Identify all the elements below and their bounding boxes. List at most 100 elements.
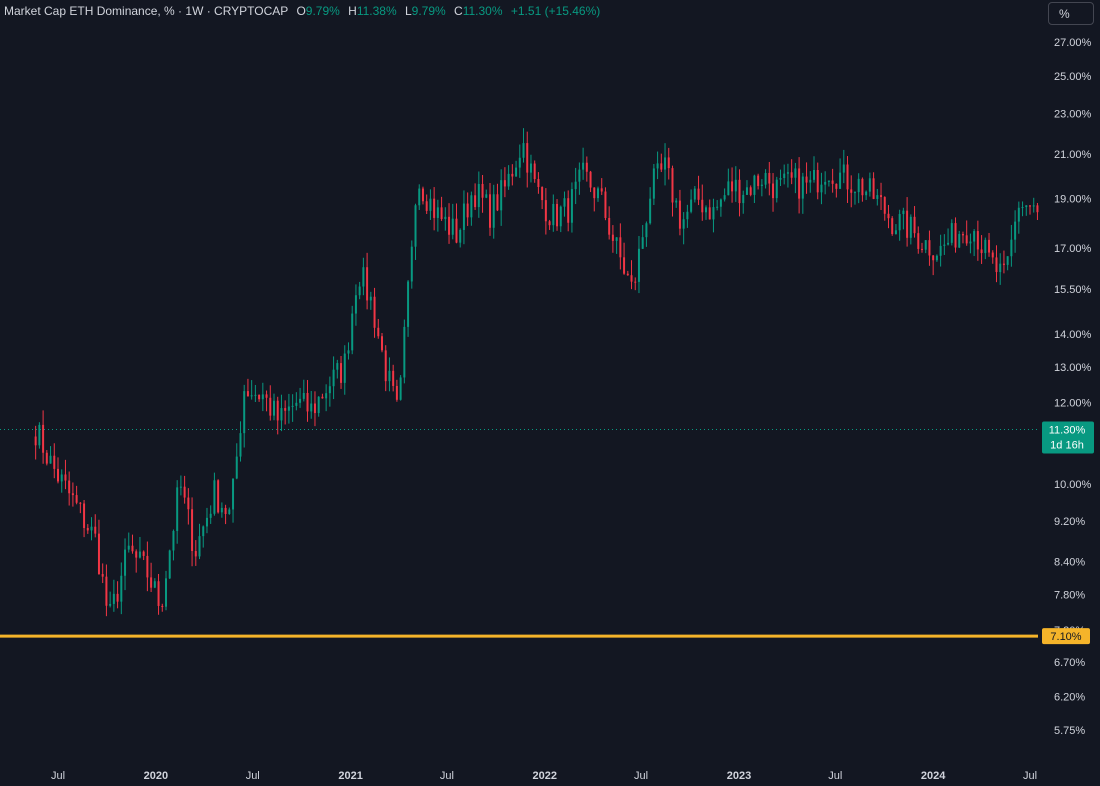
candle: [835, 183, 838, 198]
candle-body: [656, 163, 659, 169]
overlays: 4.26 (60.05%) 426: [0, 428, 1038, 638]
candle-body: [649, 198, 652, 224]
candle-body: [120, 575, 123, 602]
price-axis: 27.00% 25.00% 23.00% 21.00% 19.00% 17.00% 15.5…: [1042, 37, 1094, 737]
candle-body: [630, 275, 633, 282]
candle-body: [485, 194, 488, 198]
candle-body: [623, 257, 626, 274]
candle: [388, 357, 391, 392]
candle-body: [470, 195, 473, 218]
candle: [1010, 224, 1013, 267]
candle: [533, 160, 536, 183]
candle: [79, 502, 82, 514]
candle: [961, 231, 964, 244]
candle: [407, 280, 410, 337]
candle: [399, 375, 402, 401]
candle: [287, 393, 290, 424]
candle-body: [988, 239, 991, 253]
candle: [701, 184, 704, 221]
candle: [764, 169, 767, 189]
candle-body: [537, 179, 540, 188]
candle-body: [254, 394, 257, 396]
candle-body: [1010, 239, 1013, 257]
candle-body: [440, 207, 443, 220]
last-price-label: 11.30%: [1049, 424, 1086, 436]
candle-body: [909, 216, 912, 238]
candle: [868, 172, 871, 197]
candle-body: [287, 406, 290, 411]
candle: [1036, 202, 1039, 221]
candle-body: [191, 509, 194, 552]
candle-body: [1017, 207, 1020, 222]
candle: [947, 228, 950, 246]
candle-body: [198, 536, 201, 557]
candle-body: [556, 203, 559, 227]
candle: [362, 257, 365, 296]
candle: [827, 180, 830, 187]
candle: [395, 379, 398, 402]
candle-body: [45, 452, 48, 464]
candle: [254, 384, 257, 402]
candle: [861, 177, 864, 202]
candle: [656, 151, 659, 180]
candle: [678, 189, 681, 236]
candle: [667, 147, 670, 180]
candle-body: [116, 593, 119, 602]
candle: [86, 524, 89, 534]
candle-body: [734, 179, 737, 192]
candle-body: [395, 385, 398, 400]
candle-body: [991, 252, 994, 258]
candle: [239, 421, 242, 462]
candle: [157, 573, 160, 615]
candle-body: [570, 189, 573, 223]
candle: [280, 394, 283, 432]
candle: [731, 167, 734, 203]
candle: [142, 550, 145, 561]
legend-low-value: 9.79%: [411, 4, 446, 18]
candle: [101, 563, 104, 584]
candle-body: [172, 530, 175, 551]
candle-body: [135, 551, 138, 558]
candle-body: [924, 240, 927, 250]
candle: [716, 200, 719, 211]
price-tick-label: 15.50%: [1054, 284, 1092, 296]
candle: [131, 534, 134, 554]
time-axis: Jul2020Jul2021Jul2022Jul2023Jul2024Jul20…: [51, 770, 1037, 782]
candle: [261, 382, 264, 412]
candle: [976, 220, 979, 261]
candle: [995, 245, 998, 283]
symbol-legend: Market Cap ETH Dominance, % · 1W · CRYPT…: [4, 4, 600, 18]
candle-body: [94, 526, 97, 534]
candle-body: [705, 207, 707, 213]
candle-body: [820, 184, 823, 193]
candle-body: [958, 234, 961, 248]
candle-body: [462, 203, 465, 230]
percent-scale-button[interactable]: %: [1048, 2, 1094, 25]
candles: [34, 128, 1039, 617]
candle: [369, 291, 372, 310]
candle-body: [291, 405, 294, 407]
candle-body: [79, 502, 82, 504]
candle: [1017, 201, 1020, 234]
candle: [641, 225, 644, 249]
candle: [600, 178, 603, 195]
candle-body: [235, 456, 238, 479]
candle-body: [500, 180, 503, 211]
candle-body: [861, 178, 864, 196]
candle: [529, 154, 532, 183]
candle-body: [857, 178, 860, 193]
candle: [850, 175, 853, 208]
candle-body: [939, 245, 942, 256]
candle: [71, 482, 74, 507]
candle-body: [585, 162, 588, 172]
candle: [328, 376, 331, 407]
candle: [489, 183, 491, 236]
candle-body: [921, 248, 923, 250]
candle-body: [928, 240, 931, 256]
candle-body: [973, 231, 976, 242]
candle-body: [604, 191, 607, 218]
candle-body: [883, 197, 886, 214]
candle-body: [757, 175, 760, 186]
candle-body: [608, 217, 611, 235]
